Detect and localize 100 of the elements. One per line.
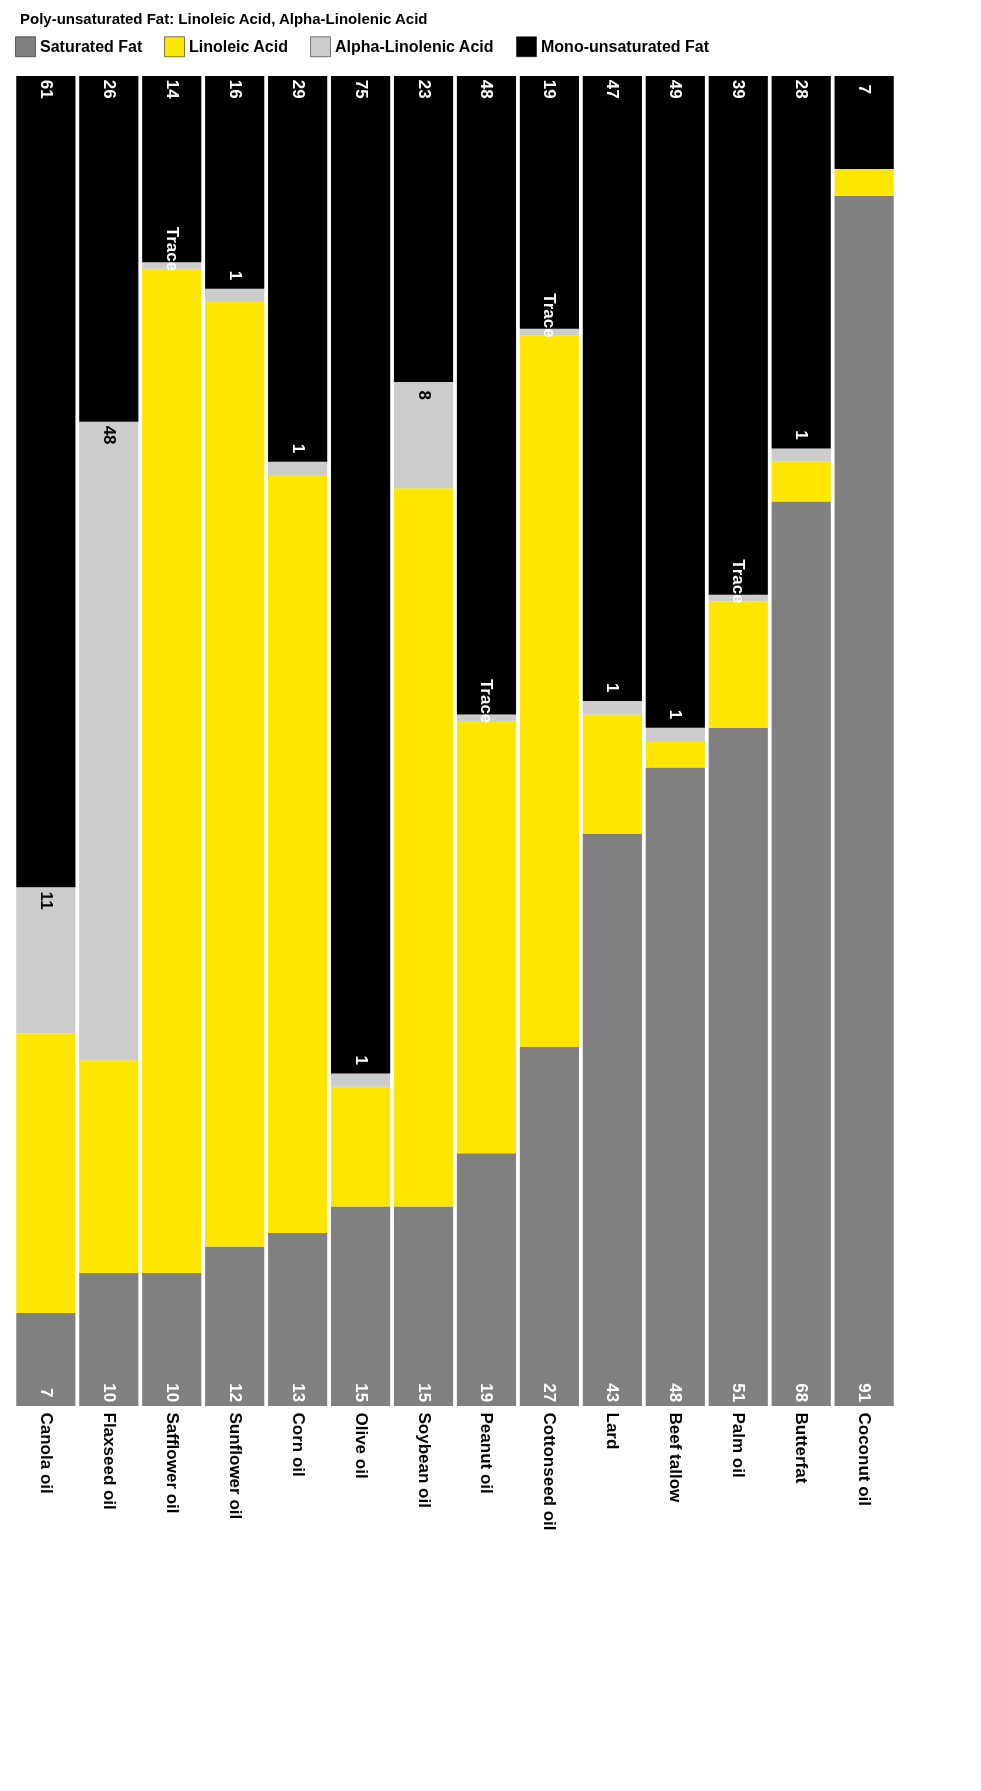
data-label: 91 bbox=[855, 1383, 875, 1403]
bar bbox=[393, 381, 454, 489]
bar bbox=[645, 741, 705, 768]
data-label: 1 bbox=[603, 683, 623, 693]
data-label: 10 bbox=[99, 1383, 119, 1403]
x-tick-label: Palm oil bbox=[729, 1412, 749, 1478]
x-tick-label: Peanut oil bbox=[477, 1412, 497, 1494]
bar bbox=[456, 721, 517, 1154]
bar bbox=[834, 76, 894, 170]
legend-label: Alpha-Linolenic Acid bbox=[335, 37, 494, 55]
data-label: 7 bbox=[855, 84, 875, 95]
bar bbox=[205, 288, 265, 303]
bar bbox=[519, 1046, 580, 1406]
x-tick-label: Safflower oil bbox=[162, 1412, 182, 1514]
bar bbox=[582, 76, 642, 702]
data-label: 8 bbox=[414, 390, 434, 400]
data-label: 75 bbox=[351, 79, 371, 99]
data-label: 48 bbox=[99, 425, 119, 445]
data-label: 28 bbox=[792, 79, 812, 99]
bar bbox=[771, 461, 831, 502]
data-label: 1 bbox=[288, 443, 308, 454]
legend-label: Saturated Fat bbox=[40, 37, 143, 55]
bar bbox=[393, 488, 454, 1207]
data-label: 47 bbox=[603, 79, 623, 99]
bar bbox=[79, 421, 139, 1061]
data-label: 29 bbox=[288, 79, 308, 99]
bar bbox=[582, 714, 642, 835]
data-label: 1 bbox=[792, 430, 812, 440]
x-tick-label: Olive oil bbox=[351, 1412, 371, 1479]
bar bbox=[16, 76, 76, 888]
bar bbox=[771, 76, 831, 449]
data-label: 15 bbox=[351, 1383, 371, 1403]
bar bbox=[393, 76, 454, 382]
data-label: 43 bbox=[603, 1383, 623, 1403]
x-tick-label: Soybean oil bbox=[414, 1412, 434, 1508]
data-label: 48 bbox=[666, 1383, 686, 1403]
data-label: Trace bbox=[162, 226, 182, 272]
data-label: 1 bbox=[225, 270, 245, 281]
data-label: 61 bbox=[36, 79, 56, 99]
data-label: Trace bbox=[540, 293, 560, 338]
bar bbox=[205, 76, 265, 289]
data-label: Trace bbox=[477, 678, 497, 724]
bar bbox=[205, 1246, 265, 1406]
text: Poly-unsaturated Fat: Linoleic Acid, Alpha-Linolenic Acid bbox=[20, 10, 429, 27]
data-label: 7 bbox=[36, 1387, 56, 1398]
data-label: 49 bbox=[666, 79, 686, 99]
data-label: 68 bbox=[792, 1383, 812, 1403]
data-label: 10 bbox=[162, 1383, 182, 1403]
bar bbox=[330, 1086, 391, 1207]
data-label: 13 bbox=[288, 1383, 308, 1403]
bar bbox=[834, 195, 894, 1406]
x-tick-label: Flaxseed oil bbox=[99, 1412, 119, 1510]
bar bbox=[268, 475, 328, 1234]
data-label: 26 bbox=[99, 79, 119, 99]
data-label: 19 bbox=[477, 1383, 497, 1403]
x-tick-label: Butterfat bbox=[792, 1412, 812, 1484]
data-label: 11 bbox=[36, 891, 56, 910]
data-label: 1 bbox=[666, 709, 686, 720]
bar bbox=[393, 1206, 454, 1406]
bar bbox=[142, 1273, 202, 1406]
bar bbox=[708, 601, 768, 728]
bar bbox=[268, 76, 328, 462]
data-label: 12 bbox=[225, 1383, 245, 1403]
legend-label: Mono-unsaturated Fat bbox=[541, 37, 710, 55]
x-tick-label: Canola oil bbox=[36, 1412, 56, 1494]
bar bbox=[79, 76, 139, 422]
bar bbox=[330, 76, 391, 1074]
bar bbox=[834, 169, 894, 196]
data-label: 16 bbox=[225, 79, 245, 99]
data-label: 23 bbox=[414, 79, 434, 99]
bar bbox=[771, 501, 831, 1406]
data-label: Trace bbox=[729, 559, 749, 604]
bar bbox=[16, 1033, 76, 1313]
data-label: 39 bbox=[729, 79, 749, 99]
bar bbox=[16, 887, 76, 1034]
bar bbox=[708, 727, 768, 1406]
bar bbox=[268, 461, 328, 475]
bar bbox=[268, 1233, 328, 1406]
bar bbox=[79, 1060, 139, 1273]
data-label: 14 bbox=[162, 79, 182, 100]
bar bbox=[771, 448, 831, 462]
data-label: 19 bbox=[540, 79, 560, 99]
bar bbox=[330, 1206, 391, 1406]
bar bbox=[582, 701, 642, 715]
data-label: 1 bbox=[351, 1055, 371, 1065]
x-tick-label: Sunflower oil bbox=[225, 1412, 245, 1520]
bar bbox=[645, 727, 705, 741]
bar bbox=[205, 302, 265, 1247]
data-label: 27 bbox=[540, 1383, 560, 1403]
bar bbox=[582, 834, 642, 1406]
x-tick-label: Coconut oil bbox=[855, 1412, 875, 1506]
bar bbox=[330, 1073, 391, 1087]
legend-label: Linoleic Acid bbox=[189, 37, 288, 55]
x-tick-label: Lard bbox=[603, 1412, 623, 1450]
x-tick-label: Corn oil bbox=[288, 1412, 308, 1477]
data-label: 51 bbox=[729, 1383, 749, 1403]
data-label: 48 bbox=[477, 79, 497, 99]
data-label: 15 bbox=[414, 1383, 434, 1403]
bar bbox=[456, 1153, 517, 1406]
bar bbox=[79, 1273, 139, 1406]
